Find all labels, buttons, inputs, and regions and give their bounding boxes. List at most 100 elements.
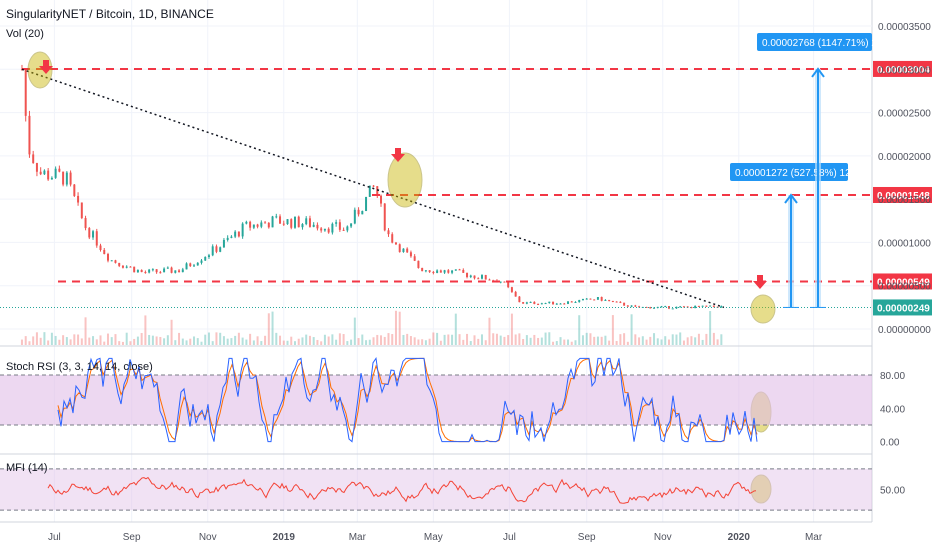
volume-bar bbox=[671, 334, 674, 345]
time-tick-label: Sep bbox=[578, 532, 596, 543]
candle-body bbox=[88, 228, 91, 238]
projection-label: 0.00002768 (1147.71%) 2768 bbox=[762, 38, 894, 49]
volume-bar bbox=[518, 333, 521, 345]
volume-bar bbox=[589, 333, 592, 345]
price-tick-label: 0.00003500 bbox=[878, 22, 931, 33]
candle-body bbox=[510, 287, 513, 292]
volume-bar bbox=[567, 339, 570, 345]
candle-body bbox=[297, 216, 300, 228]
mfi-pane bbox=[0, 468, 872, 511]
volume-bar bbox=[480, 334, 483, 345]
candle-body bbox=[249, 221, 252, 228]
volume-bar bbox=[656, 338, 659, 345]
candle-body bbox=[54, 168, 57, 178]
volume-bar bbox=[615, 340, 618, 345]
volume-bar bbox=[469, 341, 472, 345]
volume-bar bbox=[488, 317, 491, 345]
volume-bar bbox=[559, 337, 562, 345]
volume-label: Vol (20) bbox=[6, 28, 44, 40]
volume-bar bbox=[118, 341, 121, 345]
candle-body bbox=[608, 299, 611, 301]
volume-bar bbox=[256, 336, 259, 345]
candle-body bbox=[323, 228, 326, 231]
time-tick-label: 2019 bbox=[273, 532, 296, 543]
axes: 0.00003500 0.00003000 0.00002500 0.00002000… bbox=[48, 22, 931, 543]
candle-body bbox=[690, 307, 693, 309]
price-tick-label: 0.00001000 bbox=[878, 238, 931, 249]
volume-bar bbox=[525, 335, 528, 345]
volume-bar bbox=[129, 341, 132, 345]
candle-body bbox=[585, 298, 588, 300]
volume-bar bbox=[365, 340, 368, 345]
candle-body bbox=[417, 260, 420, 268]
volume-bar bbox=[245, 339, 248, 345]
volume-bar bbox=[338, 333, 341, 345]
volume-bar bbox=[443, 334, 446, 345]
volume-bar bbox=[492, 333, 495, 345]
volume-bar bbox=[387, 333, 390, 345]
volume-bar bbox=[619, 334, 622, 345]
candle-body bbox=[155, 269, 158, 273]
volume-bar bbox=[380, 335, 383, 345]
candle-body bbox=[611, 300, 614, 302]
candle-body bbox=[596, 297, 599, 300]
volume-bar bbox=[106, 333, 109, 345]
trendline bbox=[21, 68, 725, 309]
projection-label: 0.00001272 (527.58%) 1272 bbox=[735, 168, 862, 179]
candle-body bbox=[368, 185, 371, 197]
candle-body bbox=[428, 270, 431, 272]
volume-bar bbox=[417, 339, 420, 345]
candle-body bbox=[499, 281, 502, 283]
candle-body bbox=[256, 224, 259, 227]
candle-body bbox=[581, 298, 584, 301]
candle-body bbox=[106, 254, 109, 261]
candle-body bbox=[28, 115, 31, 155]
candle-body bbox=[189, 263, 192, 267]
volume-bar bbox=[301, 337, 304, 345]
volume-bar bbox=[39, 337, 42, 345]
candle-body bbox=[623, 302, 626, 306]
candle-body bbox=[301, 224, 304, 228]
volume-bar bbox=[114, 334, 117, 345]
candle-body bbox=[118, 262, 121, 266]
volume-bar bbox=[608, 340, 611, 345]
volume-bar bbox=[499, 335, 502, 345]
stoch-rsi-pane bbox=[0, 356, 872, 443]
candle-body bbox=[219, 247, 222, 252]
time-tick-label: 2020 bbox=[728, 532, 751, 543]
volume-bar bbox=[297, 338, 300, 345]
volume-bar bbox=[600, 336, 603, 345]
volume-bar bbox=[207, 332, 210, 345]
candle-body bbox=[462, 269, 465, 273]
candle-body bbox=[424, 270, 427, 272]
volume-bar bbox=[563, 339, 566, 345]
candle-body bbox=[92, 231, 95, 238]
volume-bar bbox=[383, 336, 386, 345]
main-pane bbox=[0, 0, 872, 346]
candle-body bbox=[664, 306, 667, 308]
volume-bar bbox=[342, 334, 345, 345]
volume-bar bbox=[54, 335, 57, 345]
candle-body bbox=[466, 272, 469, 278]
candle-body bbox=[163, 268, 166, 273]
price-candles bbox=[20, 64, 723, 310]
candle-body bbox=[77, 195, 80, 203]
volume-bar bbox=[391, 334, 394, 345]
volume-bar bbox=[193, 336, 196, 345]
volume-bar bbox=[679, 332, 682, 345]
candle-body bbox=[537, 304, 540, 306]
candle-body bbox=[136, 270, 139, 273]
volume-bar bbox=[697, 333, 700, 345]
volume-bar bbox=[335, 339, 338, 345]
volume-bar bbox=[667, 339, 670, 345]
candle-body bbox=[193, 265, 196, 267]
volume-bar bbox=[159, 336, 162, 345]
candle-body bbox=[320, 228, 323, 231]
volume-bar bbox=[409, 336, 412, 345]
volume-bar bbox=[705, 333, 708, 345]
volume-bar bbox=[20, 339, 23, 345]
volume-bar bbox=[166, 335, 169, 345]
volume-bar bbox=[121, 341, 124, 345]
volume-bar bbox=[473, 335, 476, 345]
